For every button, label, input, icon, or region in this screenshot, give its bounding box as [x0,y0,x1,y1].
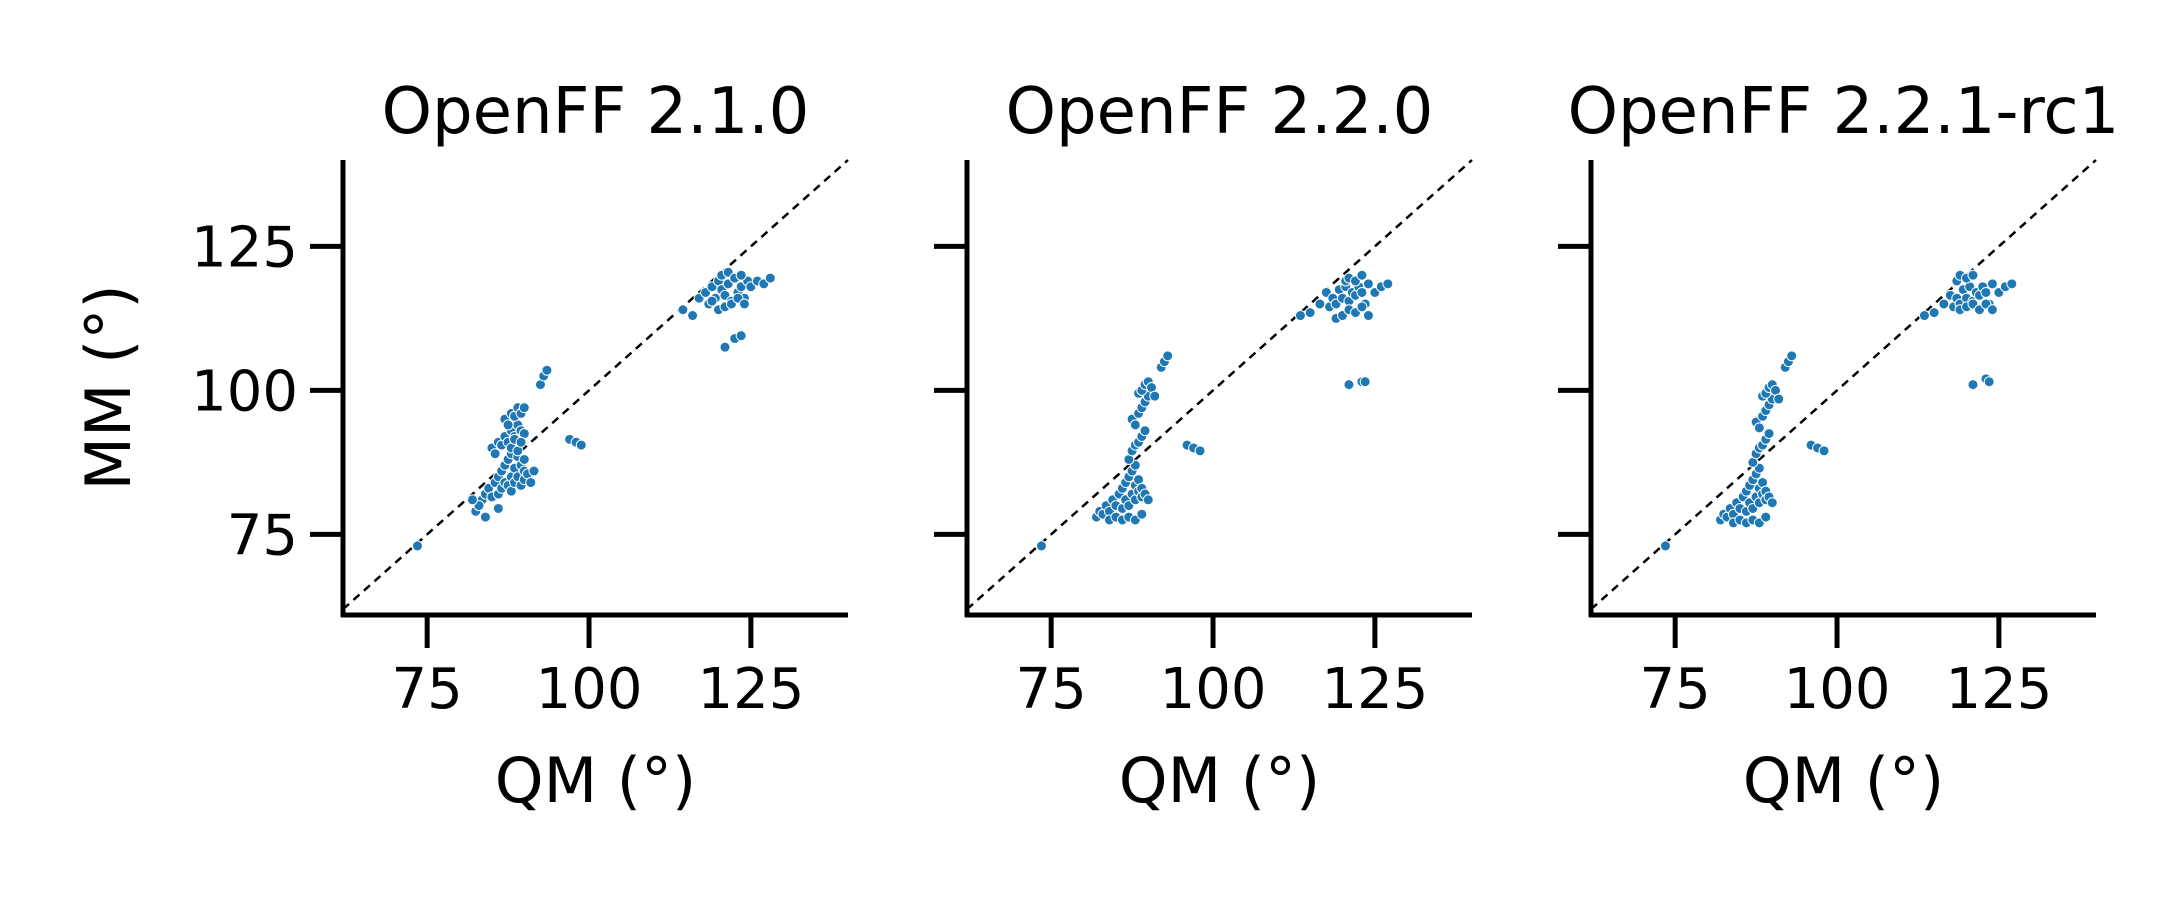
panel-1-data-point [411,540,423,552]
panel-3-data-point [1763,428,1775,440]
panel-1-data-point [525,477,537,489]
panel-2-data-point [1362,310,1374,322]
panel-3-data-point [1659,540,1671,552]
panel-2-x-tick-label: 75 [1016,657,1087,722]
panel-1-data-point [518,453,530,465]
panel-1-data-point [687,310,699,322]
panel-3-data-point [1983,376,1995,388]
panel-1-data-point [541,364,553,376]
panel-1-title: OpenFF 2.1.0 [382,75,810,149]
panel-1-x-axis-label: QM (°) [495,744,696,817]
panel-1-data-point [738,298,750,310]
panel-1-data-point [489,448,501,460]
panel-3-data-point [1980,286,1992,298]
panel-1-y-tick-label: 125 [191,215,298,280]
panel-1-data-point [764,272,776,284]
panel-2-data-point [1343,379,1355,391]
panel-2-data-point [1294,310,1306,322]
panel-1-data-point [492,502,504,514]
panel-3-data-point [1986,278,1998,290]
panel-1-data-point [528,465,540,477]
panel-1-data-point [466,494,478,506]
panel-3-data-point [1967,269,1979,281]
panel-3-x-tick-label: 75 [1640,657,1711,722]
panel-1-data-point [502,419,514,431]
panel-2-data-point [1035,540,1047,552]
panel-2-data-point [1136,508,1148,520]
panel-1-data-point [515,436,527,448]
panel-3-identity-line [1590,159,2097,611]
panel-2-data-point [1356,286,1368,298]
panel-3-data-point [1967,379,1979,391]
panel-1-data-point [735,269,747,281]
panel-2-data-point [1139,425,1151,437]
panel-1-data-point [719,341,731,353]
panel-2-x-tick-label: 100 [1160,657,1267,722]
panel-1-identity-line [342,159,849,611]
panel-3-data-point [1766,497,1778,509]
panel-3-data-point [1928,307,1940,319]
panel-1-data-point [518,402,530,414]
panel-3-data-point [1918,310,1930,322]
panel-3-x-tick-label: 100 [1784,657,1891,722]
panel-2-data-point [1194,445,1206,457]
panel-1-data-point [677,304,689,316]
panel-3-data-point [1786,350,1798,362]
panel-3-data-point [1773,393,1785,405]
panel-2-data-point [1356,269,1368,281]
panel-2-data-point [1304,307,1316,319]
panel-3-data-point [1753,422,1765,434]
panel-2-data-point [1162,350,1174,362]
panel-2-data-point [1362,278,1374,290]
panel-1-data-point [575,439,587,451]
panel-3-data-point [1938,298,1950,310]
panel-1-data-point [706,295,718,307]
panel-1-data-point [479,511,491,523]
panel-2-data-point [1382,278,1394,290]
panel-2-data-point [1129,419,1141,431]
panel-1-y-axis-label: MM (°) [72,284,145,490]
panel-3-data-point [1818,445,1830,457]
panel-3-x-axis-label: QM (°) [1743,744,1944,817]
panel-3-data-point [2006,278,2018,290]
panel-1-x-tick-label: 125 [697,657,804,722]
panel-2-title: OpenFF 2.2.0 [1006,75,1434,149]
panel-1-data-point [735,330,747,342]
panel-1-x-tick-label: 75 [392,657,463,722]
panel-1-y-tick-label: 100 [191,359,298,424]
panel-1-x-tick-label: 100 [536,657,643,722]
panel-3-data-point [1760,511,1772,523]
panel-2-data-point [1149,390,1161,402]
panel-2-data-point [1142,494,1154,506]
panel-2-data-point [1356,301,1368,313]
panel-1-y-tick-label: 75 [227,503,298,568]
panel-2-x-axis-label: QM (°) [1119,744,1320,817]
panel-3-x-tick-label: 125 [1945,657,2052,722]
panel-2-x-tick-label: 125 [1321,657,1428,722]
panel-3-data-point [1986,304,1998,316]
panel-2-data-point [1359,376,1371,388]
panel-3-title: OpenFF 2.2.1-rc1 [1568,75,2120,149]
panel-2-data-point [1314,298,1326,310]
panel-2-identity-line [966,159,1473,611]
